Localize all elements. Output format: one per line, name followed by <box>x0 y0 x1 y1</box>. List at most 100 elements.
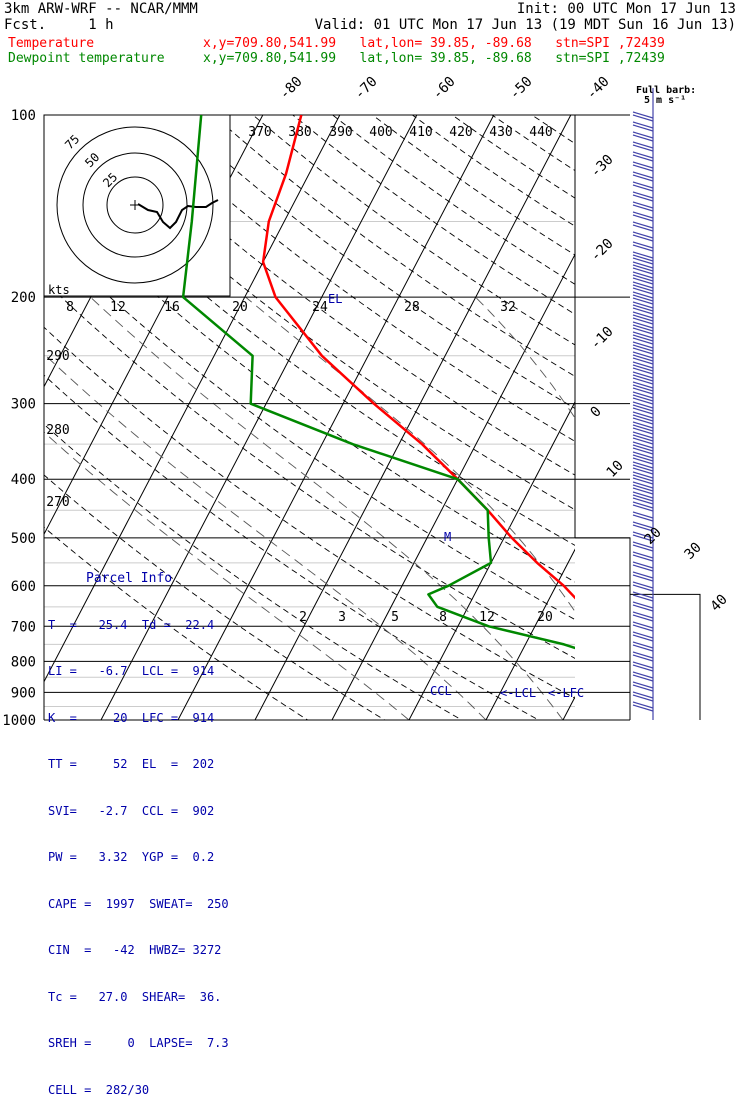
wind-barb-flag <box>633 205 653 211</box>
theta-label: 400 <box>369 125 392 140</box>
wind-barb <box>633 352 653 364</box>
wind-barb-flag <box>633 265 653 271</box>
wind-barb <box>633 472 653 484</box>
parcel-row-svi: SVI= -2.7 CCL = 902 <box>48 804 233 820</box>
wind-barb-flag <box>633 635 653 641</box>
wind-barb <box>633 552 653 561</box>
parcel-row-tt: TT = 52 EL = 202 <box>48 757 233 773</box>
wind-barb-flag <box>633 215 653 221</box>
wind-barb-flag <box>633 135 653 141</box>
wind-barb <box>633 272 653 284</box>
pressure-tick-label: 700 <box>11 619 36 635</box>
wind-barb <box>633 662 653 671</box>
parcel-info-title: Parcel Info <box>86 571 233 587</box>
dry-adiabat-line <box>173 115 740 733</box>
wind-barb-flag <box>633 672 653 678</box>
mixing-ratio-label: 16 <box>164 300 180 315</box>
wind-barb-flag <box>633 485 653 491</box>
wind-barb-flag <box>633 252 653 258</box>
theta-label: 440 <box>529 125 552 140</box>
mixing-ratio-label: 8 <box>66 300 74 315</box>
wind-barb-flag <box>633 565 653 571</box>
wind-barb <box>633 222 653 231</box>
wind-barb <box>633 202 653 211</box>
wind-barb <box>633 622 653 631</box>
dry-adiabat-line <box>492 115 740 733</box>
wind-barb <box>633 562 653 571</box>
wind-barb <box>633 652 653 661</box>
theta-label: 390 <box>329 125 352 140</box>
isotherm-label: 10 <box>604 458 627 481</box>
wind-barb <box>633 512 653 521</box>
wind-barb <box>633 182 653 191</box>
wind-barb <box>633 702 653 711</box>
wind-barb-flag <box>633 385 653 391</box>
parcel-info-panel: Parcel Info T = 25.4 Td = 22.4 LI = -6.7… <box>48 540 233 1114</box>
wind-barb-flag <box>633 232 653 238</box>
parcel-row-pw: PW = 3.32 YGP = 0.2 <box>48 850 233 866</box>
pressure-tick-label: 1000 <box>2 713 36 729</box>
wind-barb-flag <box>633 155 653 161</box>
isotherm-line <box>640 115 740 720</box>
wind-barb-flag <box>633 692 653 698</box>
wind-barb <box>633 422 653 434</box>
pressure-tick-label: 500 <box>11 531 36 547</box>
isotherm-line <box>409 115 725 720</box>
wind-barb-flag <box>633 405 653 411</box>
wind-barb <box>633 632 653 641</box>
wind-barb-flag <box>633 145 653 151</box>
mixing-ratio-label: 12 <box>110 300 126 315</box>
wind-barb <box>633 402 653 414</box>
theta-label: 430 <box>489 125 512 140</box>
wind-barb-flag <box>633 642 653 648</box>
dry-adiabat-line <box>373 115 740 733</box>
isotherm-label: -50 <box>507 74 536 103</box>
wind-barb <box>633 212 653 221</box>
wind-barb-flag <box>633 572 653 578</box>
wind-barb-flag <box>633 285 653 291</box>
wind-barb <box>633 262 653 274</box>
theta-label: 270 <box>46 495 69 510</box>
wind-barb-flag <box>633 255 653 261</box>
wind-barb <box>633 432 653 444</box>
wind-barb-flag <box>633 125 653 131</box>
wind-barb-flag <box>633 552 653 558</box>
parcel-row-cin: CIN = -42 HWBZ= 3272 <box>48 943 233 959</box>
m-marker-label: M <box>444 530 451 544</box>
wind-barb-flag <box>633 395 653 401</box>
el-marker-label: EL <box>328 292 342 306</box>
wind-barb-flag <box>633 122 653 128</box>
theta-label: 370 <box>248 125 271 140</box>
wind-barb-flag <box>633 652 653 658</box>
isotherm-line <box>717 115 740 720</box>
isotherm-label: 40 <box>708 592 731 615</box>
wind-barb-flag <box>633 315 653 321</box>
wind-barb-flag <box>633 245 653 251</box>
parcel-row-k: K = 20 LFC = 914 <box>48 711 233 727</box>
wind-barb <box>633 242 653 251</box>
wind-barb-flag <box>633 435 653 441</box>
wind-barb <box>633 392 653 404</box>
isotherm-label: 0 <box>588 404 605 421</box>
wind-barb-flag <box>633 705 653 711</box>
dry-adiabat-line <box>452 115 740 733</box>
parcel-row-cape: CAPE = 1997 SWEAT= 250 <box>48 897 233 913</box>
isotherm-label: -80 <box>277 74 306 103</box>
wind-barb <box>633 362 653 374</box>
wind-barb <box>633 132 653 141</box>
parcel-row-t: T = 25.4 Td = 22.4 <box>48 618 233 634</box>
lfc-marker-label: <-LFC <box>548 686 584 700</box>
wind-barb <box>633 582 653 591</box>
wind-barb-flag <box>633 415 653 421</box>
theta-label: 410 <box>409 125 432 140</box>
ccl-marker-label: CCL <box>430 684 452 698</box>
wind-barb-flag <box>633 615 653 621</box>
parcel-row-li: LI = -6.7 LCL = 914 <box>48 664 233 680</box>
wind-barb-flag <box>633 202 653 208</box>
wind-barb-flag <box>633 152 653 158</box>
wind-barb-flag <box>633 602 653 608</box>
isotherm-label: -30 <box>588 152 617 181</box>
wind-barb <box>633 412 653 424</box>
isotherm-label: -20 <box>588 236 617 265</box>
lcl-marker-label: <-LCL <box>500 686 536 700</box>
